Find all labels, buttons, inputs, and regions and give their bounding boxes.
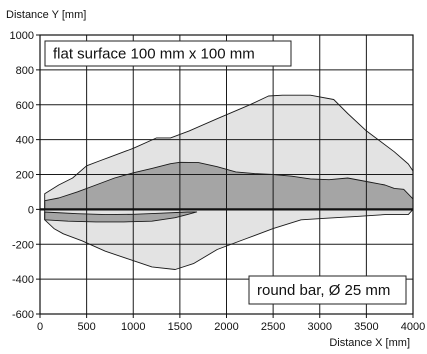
series-fills bbox=[44, 95, 413, 270]
gridlines bbox=[39, 34, 414, 315]
y-tick-label--400: -400 bbox=[12, 274, 34, 286]
axes bbox=[36, 34, 414, 318]
series-outlines bbox=[44, 94, 414, 270]
annotation-round-bar-box bbox=[248, 275, 407, 305]
y-tick-label-1000: 1000 bbox=[10, 30, 34, 42]
annotation-flat-surface: flat surface 100 mm x 100 mm bbox=[44, 40, 292, 67]
series-outline-flat-surface-region bbox=[44, 94, 414, 270]
y-tick-label--600: -600 bbox=[12, 309, 34, 321]
series-outline-flat-surface-upper-band bbox=[44, 161, 414, 210]
x-tick-label-2500: 2500 bbox=[261, 321, 285, 333]
series-outline-round-bar-lower-band bbox=[44, 211, 198, 223]
x-axis-label: Distance X [mm] bbox=[329, 337, 410, 349]
annotation-round-bar-text: round bar, Ø 25 mm bbox=[257, 282, 390, 299]
x-tick-label-3500: 3500 bbox=[354, 321, 378, 333]
series-fill-round-bar-lower-band bbox=[44, 212, 197, 222]
x-tick-label-1500: 1500 bbox=[168, 321, 192, 333]
y-axis-label: Distance Y [mm] bbox=[6, 9, 86, 21]
annotation-flat-surface-text: flat surface 100 mm x 100 mm bbox=[53, 46, 255, 63]
annotation-flat-surface-box bbox=[44, 40, 292, 67]
y-tick-label-800: 800 bbox=[16, 65, 34, 77]
x-tick-label-500: 500 bbox=[77, 321, 95, 333]
y-tick-label-400: 400 bbox=[16, 135, 34, 147]
x-tick-label-1000: 1000 bbox=[121, 321, 145, 333]
x-tick-label-2000: 2000 bbox=[214, 321, 238, 333]
y-tick-label--200: -200 bbox=[12, 239, 34, 251]
x-tick-label-0: 0 bbox=[37, 321, 43, 333]
annotation-round-bar: round bar, Ø 25 mm bbox=[248, 275, 407, 305]
y-tick-labels: -600 -400 -200 0 200 400 600 800 1000 bbox=[10, 30, 34, 321]
y-tick-label-0: 0 bbox=[28, 204, 34, 216]
y-tick-label-600: 600 bbox=[16, 100, 34, 112]
x-tick-labels: 0 500 1000 1500 2000 2500 3000 3500 4000 bbox=[37, 321, 425, 333]
y-tick-label-200: 200 bbox=[16, 170, 34, 182]
x-tick-label-3000: 3000 bbox=[308, 321, 332, 333]
x-tick-label-4000: 4000 bbox=[401, 321, 425, 333]
